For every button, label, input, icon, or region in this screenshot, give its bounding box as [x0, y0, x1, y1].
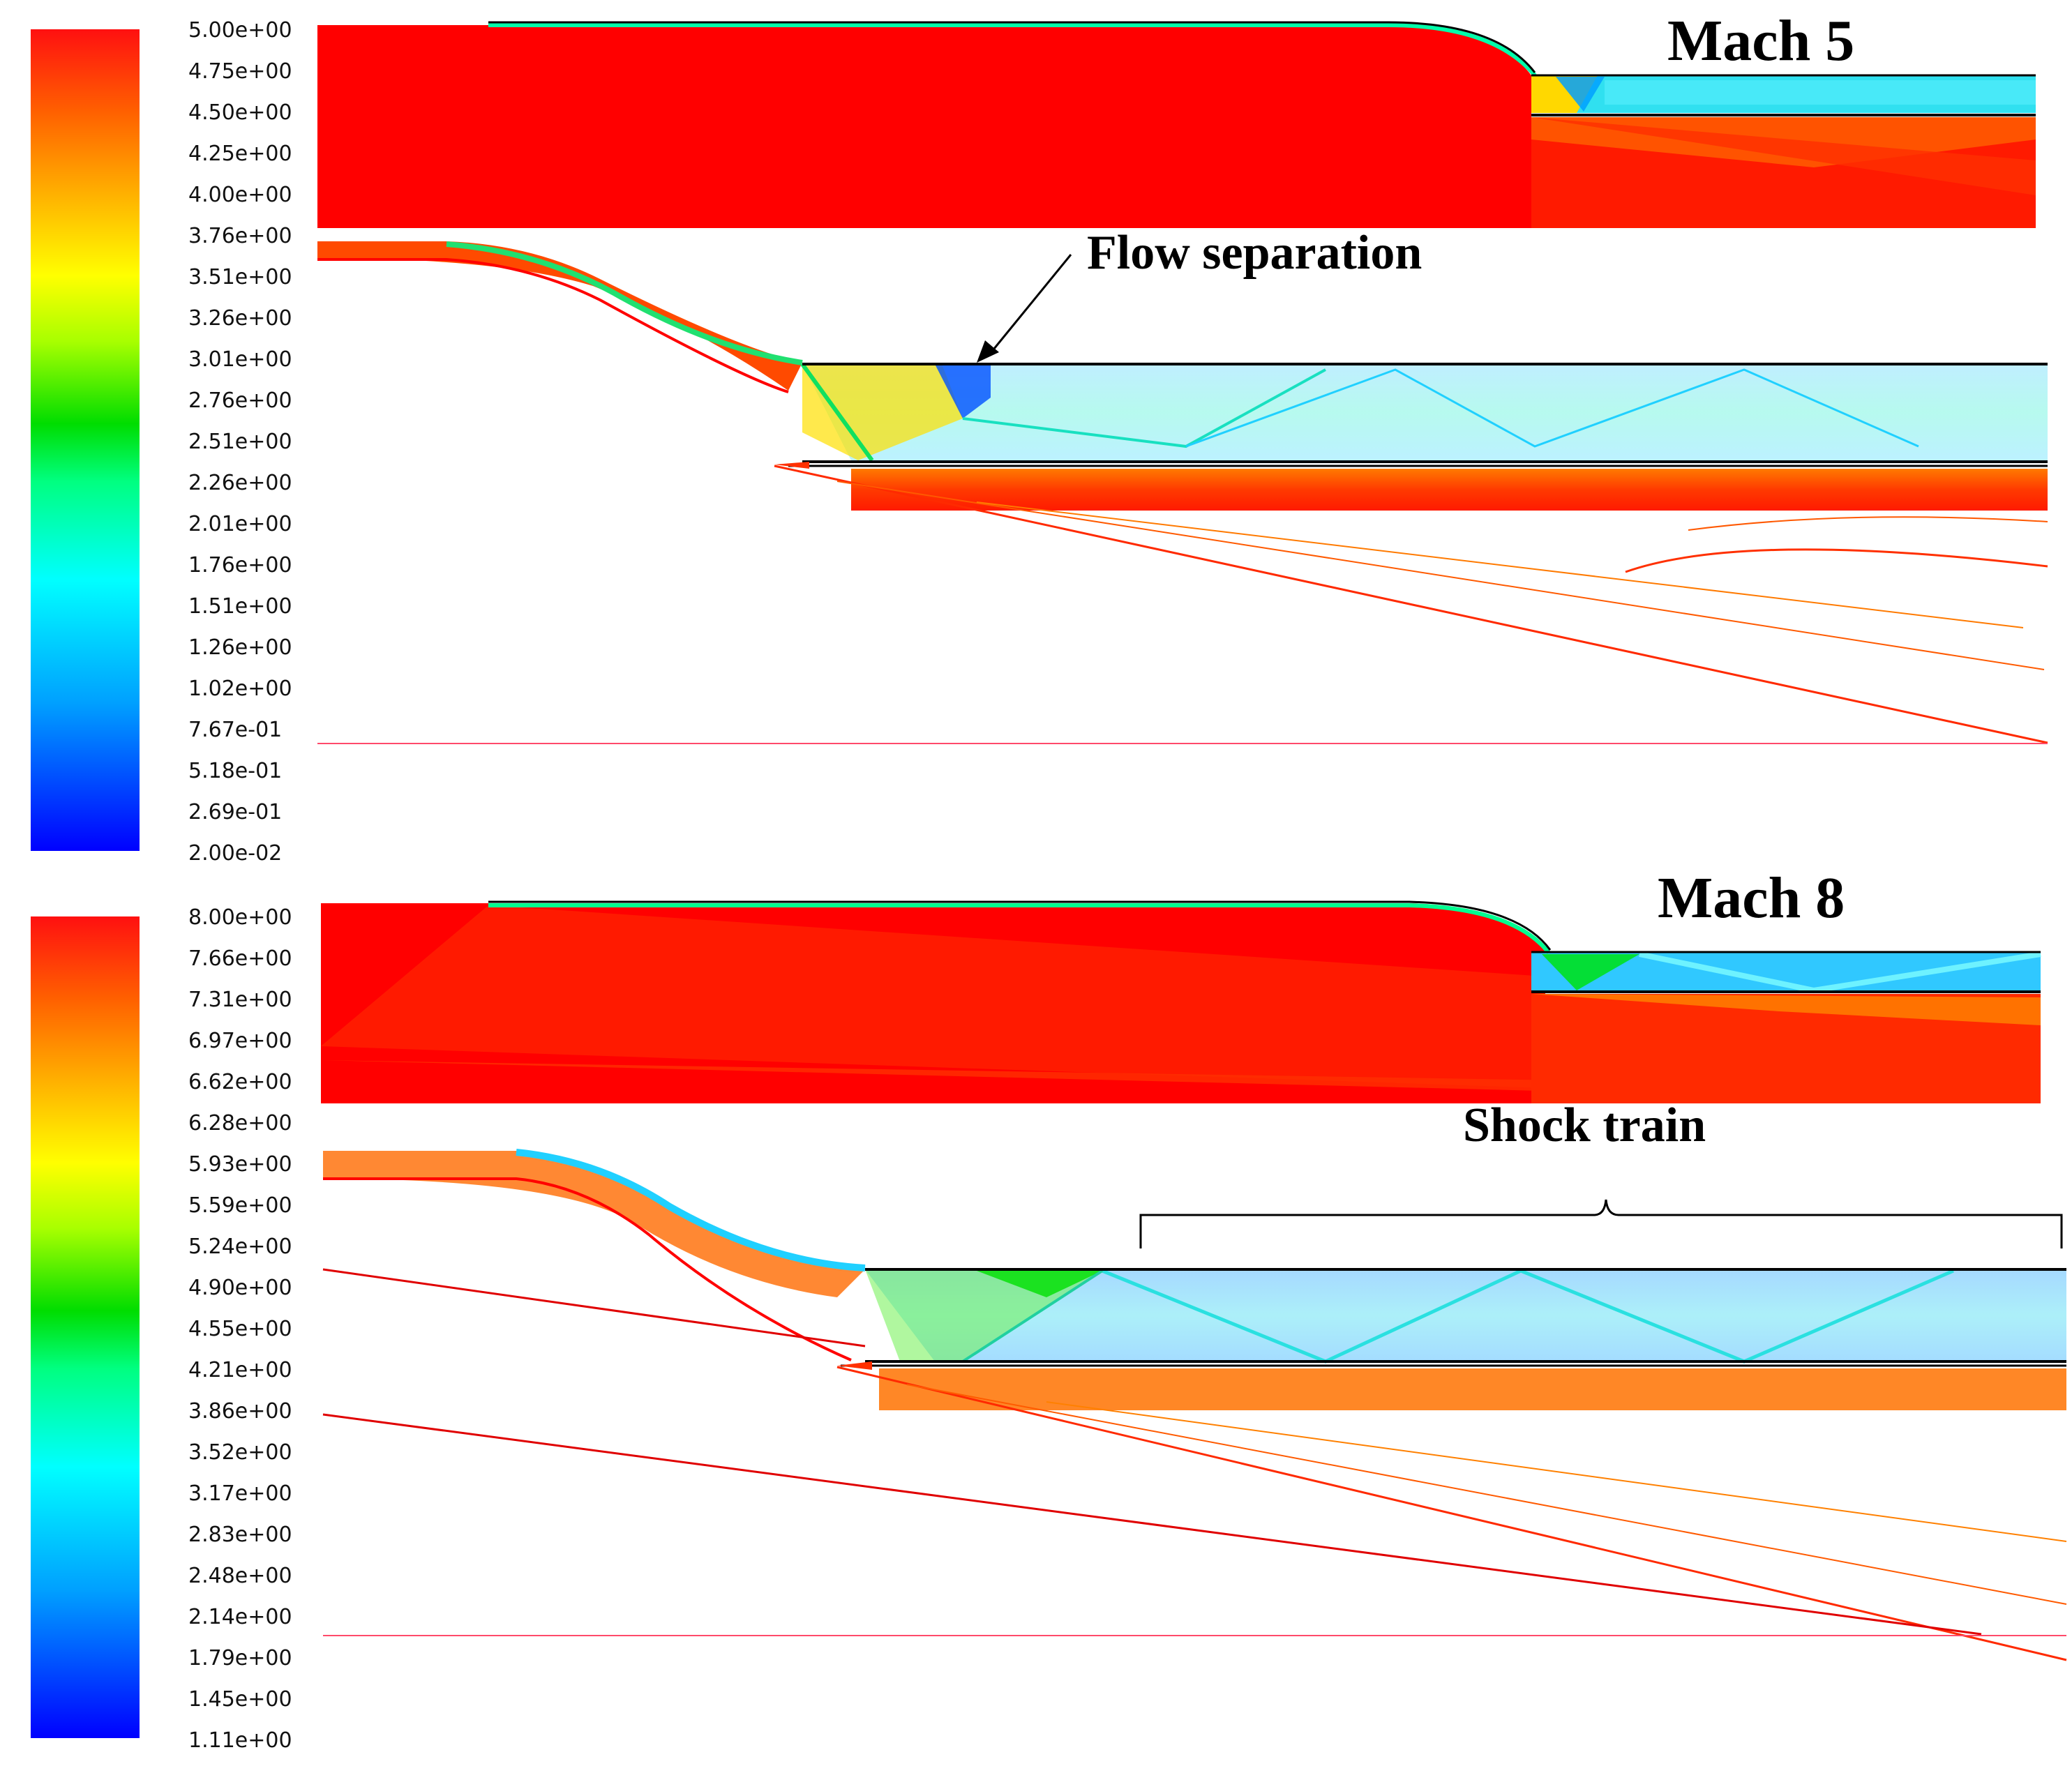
colorbar-tick-label: 1.11e+00: [188, 1728, 292, 1753]
contour-lines-mach8: [322, 1149, 2067, 1661]
colorbar-tick-label: 3.26e+00: [188, 306, 292, 331]
filled-contour-mach5: [317, 21, 2036, 228]
colorbar-tick-label: 5.59e+00: [188, 1193, 292, 1218]
colorbar-tick-label: 4.50e+00: [188, 100, 292, 125]
contour-lines-mach5: [317, 241, 2048, 744]
filled-contour-mach8: [321, 900, 2041, 1103]
colorbar-tick-label: 3.86e+00: [188, 1399, 292, 1424]
colorbar-tick-label: 5.93e+00: [188, 1152, 292, 1177]
colorbar-ticks-mach5: 5.00e+00 4.75e+00 4.50e+00 4.25e+00 4.00e+00…: [188, 18, 292, 866]
colorbar-mach5: [31, 29, 140, 851]
colorbar-tick-label: 2.51e+00: [188, 430, 292, 454]
colorbar-tick-label: 7.67e-01: [188, 718, 282, 742]
colorbar-tick-label: 4.25e+00: [188, 142, 292, 166]
panel-mach8: 8.00e+00 7.66e+00 7.31e+00 6.97e+00 6.62e+00…: [31, 866, 2067, 1753]
colorbar-tick-label: 6.62e+00: [188, 1070, 292, 1094]
colorbar-mach8: [31, 916, 140, 1738]
colorbar-tick-label: 1.26e+00: [188, 635, 292, 660]
colorbar-tick-label: 2.48e+00: [188, 1564, 292, 1588]
colorbar-tick-label: 6.97e+00: [188, 1029, 292, 1053]
shock-train-label: Shock train: [1463, 1099, 1706, 1152]
colorbar-tick-label: 5.00e+00: [188, 18, 292, 43]
colorbar-tick-label: 3.76e+00: [188, 224, 292, 248]
colorbar-ticks-mach8: 8.00e+00 7.66e+00 7.31e+00 6.97e+00 6.62e+00…: [188, 905, 292, 1753]
panel-title-mach8: Mach 8: [1658, 866, 1845, 930]
colorbar-tick-label: 1.45e+00: [188, 1687, 292, 1712]
colorbar-tick-label: 1.76e+00: [188, 553, 292, 578]
colorbar-tick-label: 2.26e+00: [188, 471, 292, 495]
colorbar-tick-label: 4.90e+00: [188, 1276, 292, 1300]
colorbar-tick-label: 3.17e+00: [188, 1481, 292, 1506]
colorbar-tick-label: 2.69e-01: [188, 800, 282, 824]
colorbar-tick-label: 4.00e+00: [188, 183, 292, 207]
colorbar-tick-label: 1.79e+00: [188, 1646, 292, 1670]
colorbar-tick-label: 3.52e+00: [188, 1440, 292, 1465]
colorbar-tick-label: 7.66e+00: [188, 946, 292, 971]
colorbar-tick-label: 2.14e+00: [188, 1605, 292, 1629]
colorbar-tick-label: 2.01e+00: [188, 512, 292, 536]
colorbar-tick-label: 2.83e+00: [188, 1523, 292, 1547]
colorbar-tick-label: 8.00e+00: [188, 905, 292, 930]
flow-separation-label: Flow separation: [1087, 226, 1422, 280]
colorbar-tick-label: 7.31e+00: [188, 988, 292, 1012]
panel-title-mach5: Mach 5: [1667, 8, 1854, 73]
colorbar-tick-label: 2.00e-02: [188, 841, 282, 866]
colorbar-tick-label: 5.24e+00: [188, 1235, 292, 1259]
colorbar-tick-label: 2.76e+00: [188, 388, 292, 413]
colorbar-tick-label: 4.21e+00: [188, 1358, 292, 1382]
colorbar-tick-label: 6.28e+00: [188, 1111, 292, 1135]
colorbar-tick-label: 3.01e+00: [188, 347, 292, 372]
colorbar-tick-label: 4.55e+00: [188, 1317, 292, 1341]
colorbar-tick-label: 3.51e+00: [188, 265, 292, 289]
colorbar-tick-label: 1.51e+00: [188, 594, 292, 619]
colorbar-tick-label: 1.02e+00: [188, 677, 292, 701]
colorbar-tick-label: 5.18e-01: [188, 759, 282, 783]
colorbar-tick-label: 4.75e+00: [188, 59, 292, 84]
panel-mach5: 5.00e+00 4.75e+00 4.50e+00 4.25e+00 4.00e+00…: [31, 8, 2048, 866]
